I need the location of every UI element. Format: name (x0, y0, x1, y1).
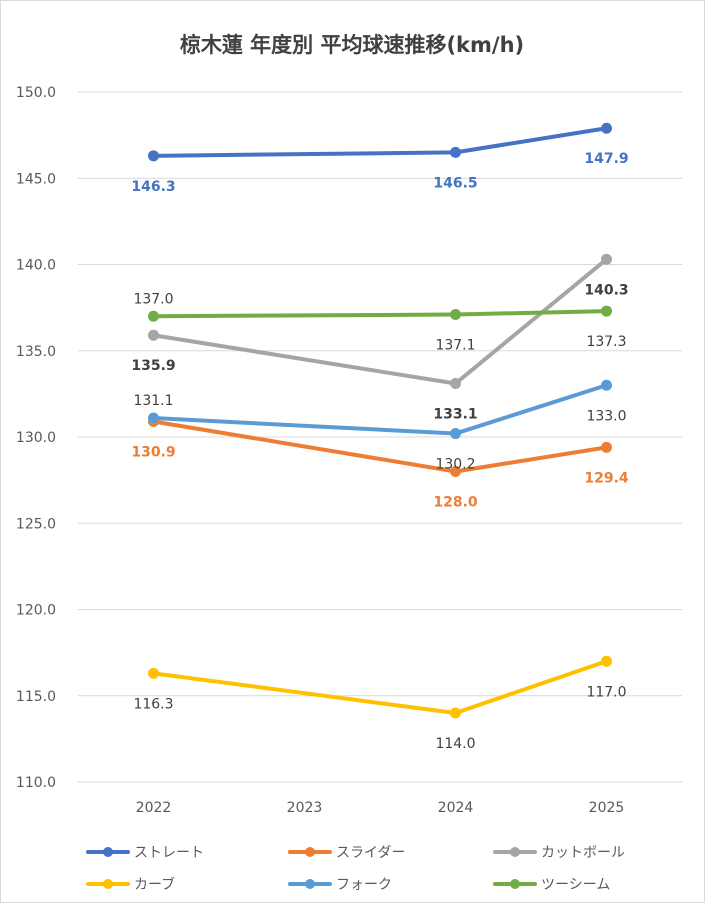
series-line (151, 257, 609, 386)
data-label: 137.1 (435, 338, 475, 354)
legend-label: スライダー (336, 845, 405, 861)
legend-marker (305, 847, 315, 857)
data-label: 129.4 (584, 470, 629, 486)
data-label: 116.3 (133, 696, 173, 712)
data-label: 130.9 (131, 444, 175, 460)
data-label: 146.5 (433, 175, 477, 191)
legend-marker (510, 879, 520, 889)
legend-item[interactable]: ツーシーム (493, 877, 610, 893)
legend-label: ツーシーム (541, 877, 610, 893)
data-point (148, 667, 159, 679)
data-point (450, 428, 461, 440)
data-label: 131.1 (133, 393, 173, 409)
legend-item[interactable]: ストレート (86, 845, 204, 861)
data-label: 135.9 (131, 358, 175, 374)
legend-item[interactable]: スライダー (288, 845, 405, 861)
x-tick-label: 2022 (136, 800, 172, 816)
data-label: 146.3 (131, 179, 175, 195)
legend-label: ストレート (134, 845, 204, 861)
data-point (148, 329, 159, 341)
data-point (601, 655, 612, 667)
data-label: 133.1 (433, 407, 477, 423)
legend-label: カーブ (134, 876, 175, 893)
y-tick-label: 125.0 (16, 516, 56, 532)
y-tick-label: 115.0 (16, 689, 56, 705)
data-label: 114.0 (435, 736, 475, 752)
data-point (450, 466, 461, 477)
data-label: 117.0 (586, 684, 626, 700)
data-label: 128.0 (433, 495, 478, 511)
x-tick-label: 2023 (287, 800, 323, 816)
data-label: 140.3 (584, 282, 628, 298)
data-point (148, 310, 159, 322)
x-tick-label: 2025 (589, 800, 625, 816)
y-tick-label: 110.0 (16, 775, 56, 791)
chart-title: 椋木蓮 年度別 平均球速推移(km/h) (180, 33, 524, 57)
legend-marker (305, 879, 315, 889)
x-tick-label: 2024 (438, 800, 474, 816)
y-tick-label: 135.0 (16, 344, 56, 360)
legend-marker (103, 847, 113, 857)
data-label: 147.9 (584, 151, 628, 167)
legend-marker (103, 879, 113, 889)
data-point (450, 146, 461, 158)
data-point (601, 379, 612, 391)
y-tick-label: 130.0 (16, 430, 56, 446)
series-line (151, 126, 609, 158)
y-tick-label: 145.0 (16, 171, 56, 187)
data-point (601, 305, 612, 317)
series-line (151, 659, 609, 715)
y-tick-label: 140.0 (16, 258, 56, 274)
series-line (151, 383, 609, 436)
y-tick-label: 150.0 (16, 85, 56, 101)
data-label: 130.2 (435, 457, 475, 473)
data-label: 137.3 (586, 334, 626, 350)
data-point (450, 309, 461, 321)
data-label: 133.0 (586, 408, 626, 424)
data-point (601, 253, 612, 265)
legend-item[interactable]: カーブ (86, 876, 175, 893)
data-point (450, 707, 461, 719)
legend-label: カットボール (541, 845, 625, 861)
data-label: 137.0 (133, 291, 173, 307)
legend-item[interactable]: フォーク (288, 877, 392, 893)
data-point (148, 412, 159, 424)
data-point (148, 150, 159, 162)
legend-item[interactable]: カットボール (493, 845, 625, 861)
y-tick-label: 120.0 (16, 603, 56, 619)
legend-label: フォーク (336, 877, 392, 893)
data-point (450, 378, 461, 390)
data-point (601, 441, 612, 453)
legend-marker (510, 847, 520, 857)
data-point (601, 122, 612, 134)
